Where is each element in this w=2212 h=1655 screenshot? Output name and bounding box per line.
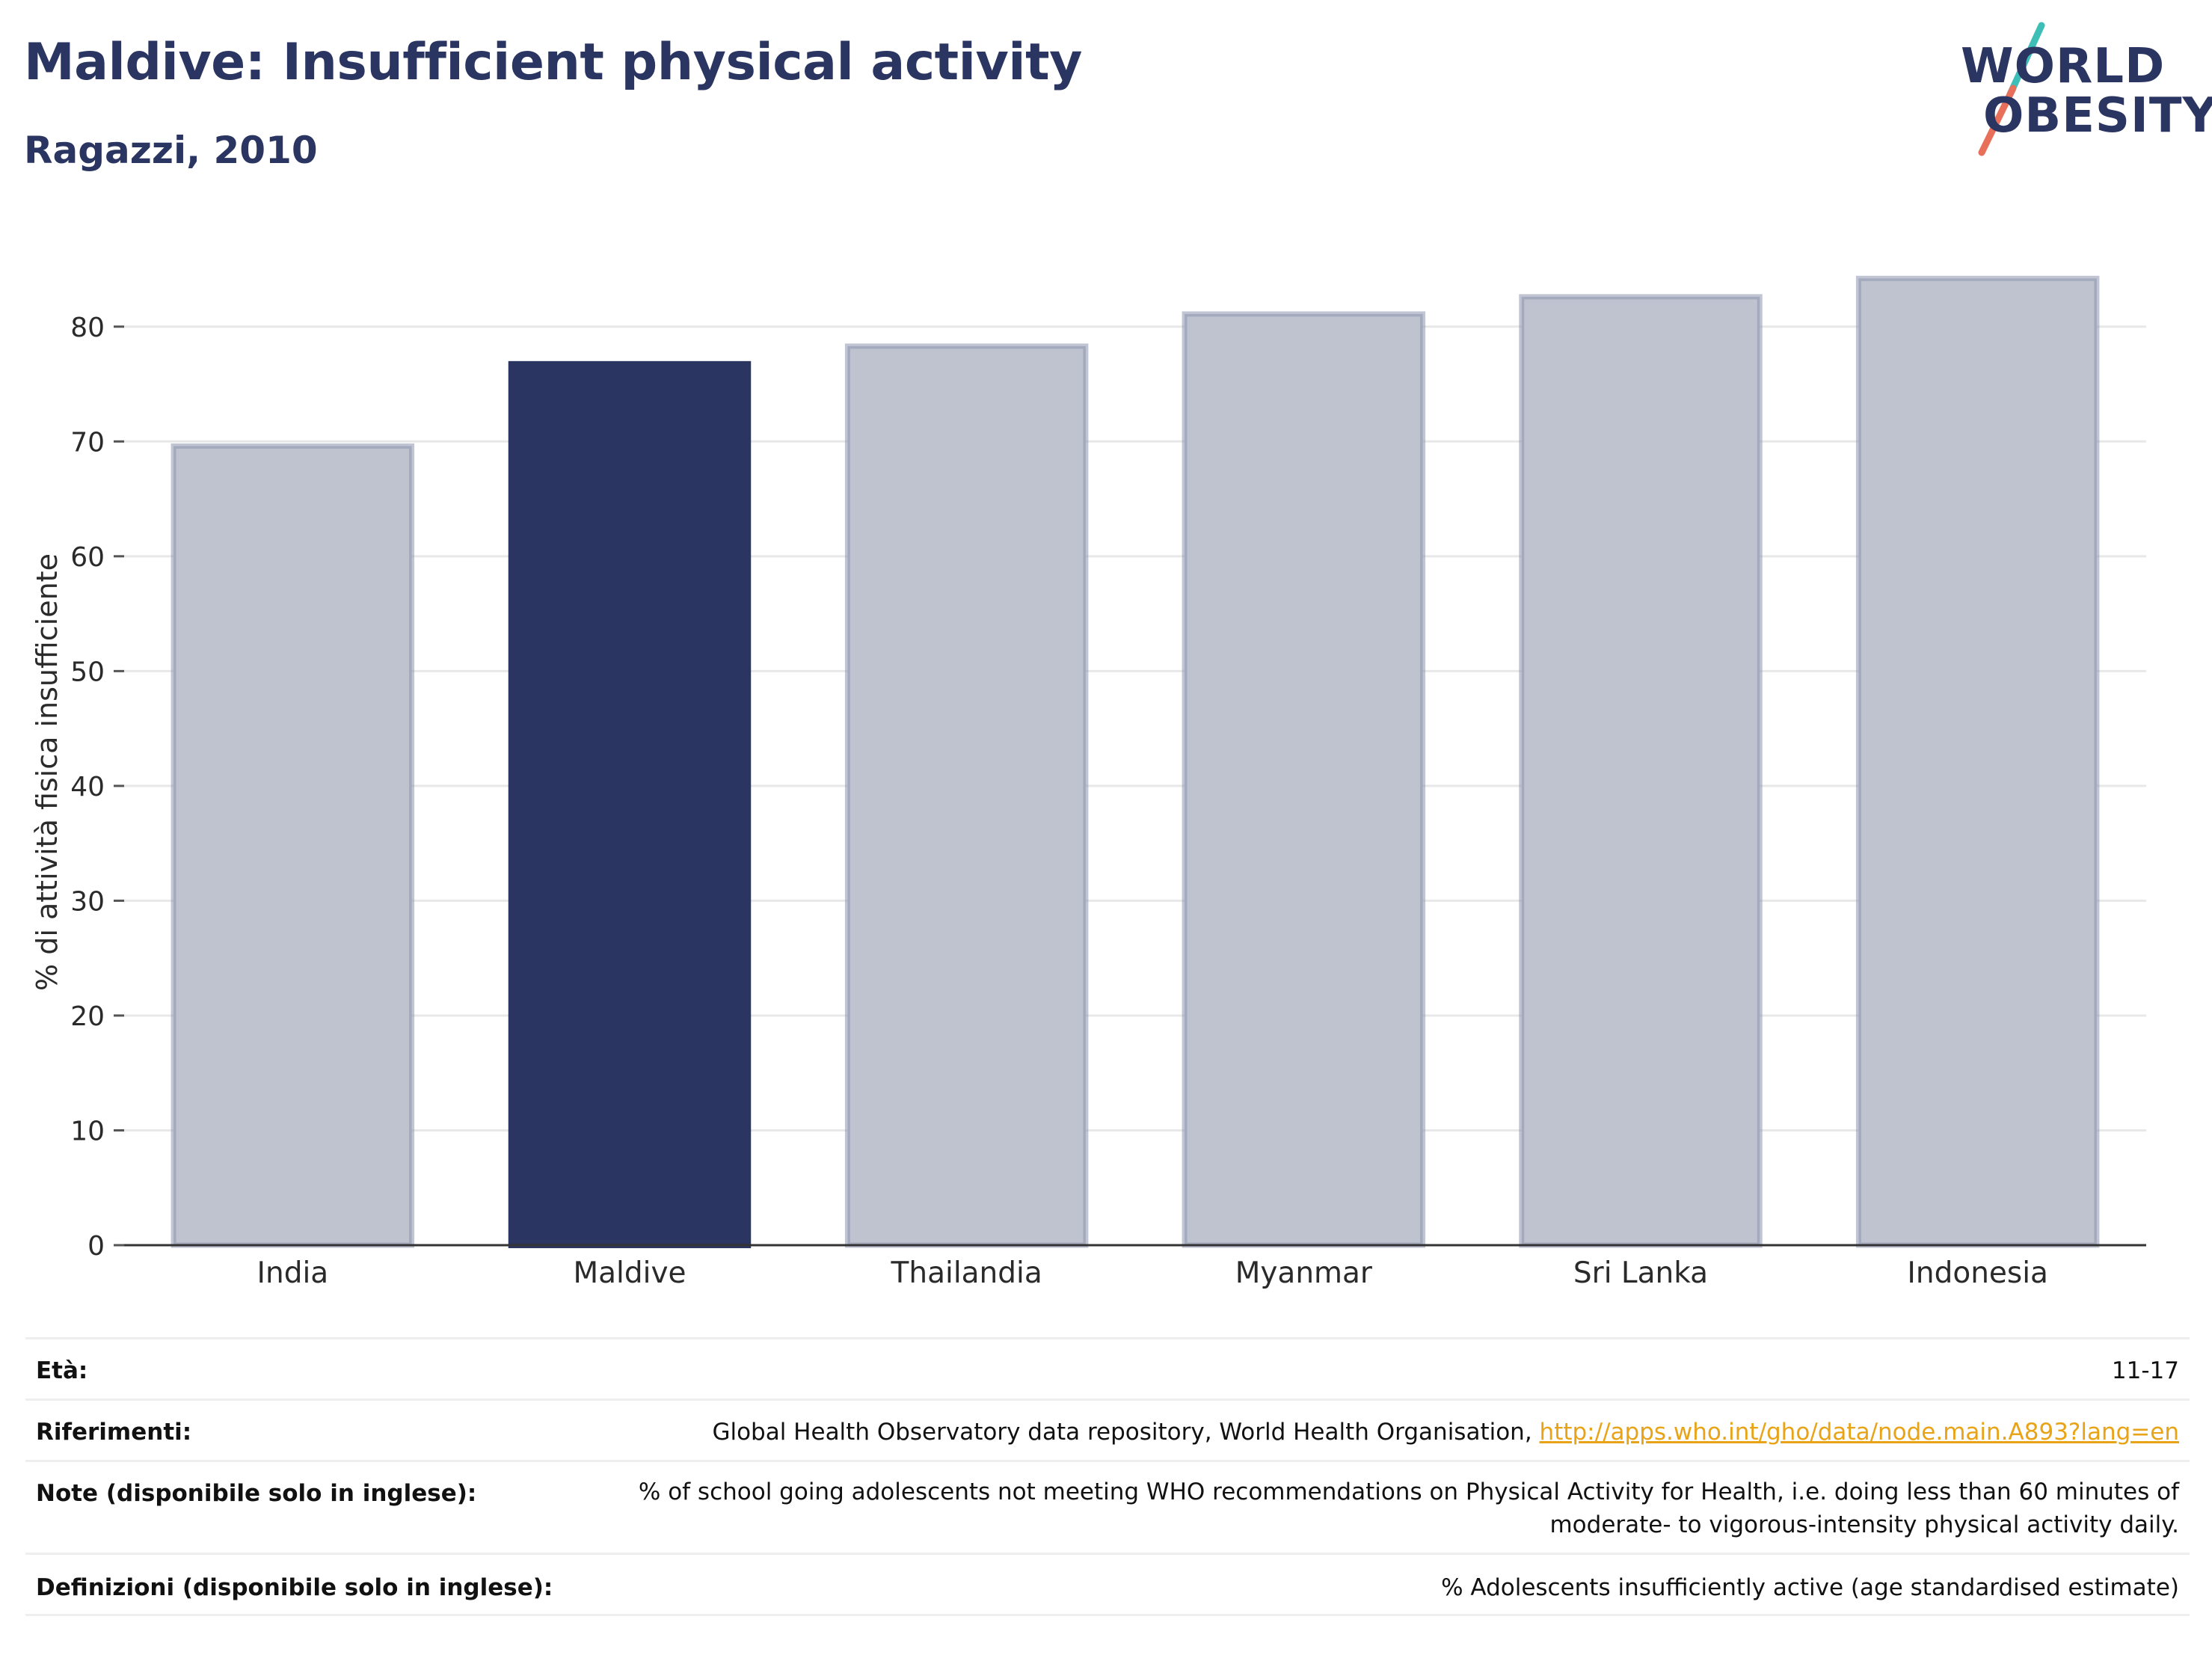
note-line: moderate- to vigorous-intensity physical…	[1549, 1511, 2179, 1538]
reference-text: Global Health Observatory data repositor…	[712, 1419, 1540, 1446]
x-tick-label: Sri Lanka	[1573, 1256, 1708, 1290]
y-tick-label: 50	[70, 657, 105, 687]
x-tick-label: Maldive	[573, 1256, 686, 1290]
world-obesity-logo: WORLD OBESITY	[1944, 19, 2212, 162]
y-tick-label: 30	[70, 886, 105, 917]
y-axis-label: % di attività fisica insufficiente	[31, 553, 64, 991]
meta-value: % Adolescents insufficiently active (age…	[1441, 1574, 2179, 1601]
meta-value: 11-17	[2111, 1357, 2179, 1384]
note-line: % of school going adolescents not meetin…	[638, 1479, 2179, 1505]
chart-bars	[170, 275, 2100, 1249]
meta-key: Riferimenti:	[36, 1419, 192, 1446]
chart-gridlines	[124, 325, 2146, 1132]
meta-value: % of school going adolescents not meetin…	[639, 1476, 2179, 1541]
bar-thailandia	[844, 343, 1089, 1248]
meta-key: Note (disponibile solo in inglese):	[36, 1480, 477, 1507]
bar-maldive	[508, 360, 752, 1249]
logo-line2: OBESITY	[1983, 88, 2212, 144]
y-tick-label: 20	[70, 1001, 105, 1032]
x-tick-label: Myanmar	[1235, 1256, 1373, 1290]
y-tick-label: 10	[70, 1116, 105, 1146]
logo-slash-icon	[1978, 22, 2045, 156]
bar-india	[170, 443, 415, 1248]
meta-row-notes: Note (disponibile solo in inglese): % of…	[25, 1460, 2190, 1555]
x-axis-ticks: India Maldive Thailandia Myanmar Sri Lanka In…	[256, 1256, 2047, 1290]
meta-key: Età:	[36, 1357, 88, 1384]
x-tick-label: Thailandia	[891, 1256, 1042, 1290]
meta-row-definitions: Definizioni (disponibile solo in inglese…	[25, 1553, 2190, 1616]
x-tick-label: Indonesia	[1907, 1256, 2048, 1290]
meta-key: Definizioni (disponibile solo in inglese…	[36, 1574, 553, 1601]
bar-indonesia	[1855, 275, 2100, 1248]
chart-subtitle: Ragazzi, 2010	[24, 129, 318, 172]
y-tick-label: 80	[70, 313, 105, 343]
bar-myanmar	[1182, 311, 1426, 1248]
y-tick-label: 40	[70, 772, 105, 802]
meta-bottom-divider	[25, 1614, 2190, 1616]
y-tick-label: 0	[87, 1231, 105, 1262]
reference-link[interactable]: http://apps.who.int/gho/data/node.main.A…	[1539, 1419, 2179, 1446]
meta-row-age: Età: 11-17	[25, 1337, 2190, 1401]
logo-line1: WORLD	[1961, 39, 2166, 94]
meta-value: Global Health Observatory data repositor…	[712, 1416, 2179, 1449]
x-tick-label: India	[256, 1256, 328, 1290]
y-axis-ticks: 0 10 20 30 40 50 60 70 80	[70, 313, 124, 1262]
chart-title: Maldive: Insufficient physical activity	[24, 33, 1082, 92]
bar-chart: 0 10 20 30 40 50 60 70 80 India Maldive Thailandia…	[31, 275, 2146, 1290]
bar-sri-lanka	[1519, 294, 1763, 1248]
y-tick-label: 60	[70, 542, 105, 573]
y-tick-label: 70	[70, 427, 105, 458]
meta-row-references: Riferimenti: Global Health Observatory d…	[25, 1398, 2190, 1462]
